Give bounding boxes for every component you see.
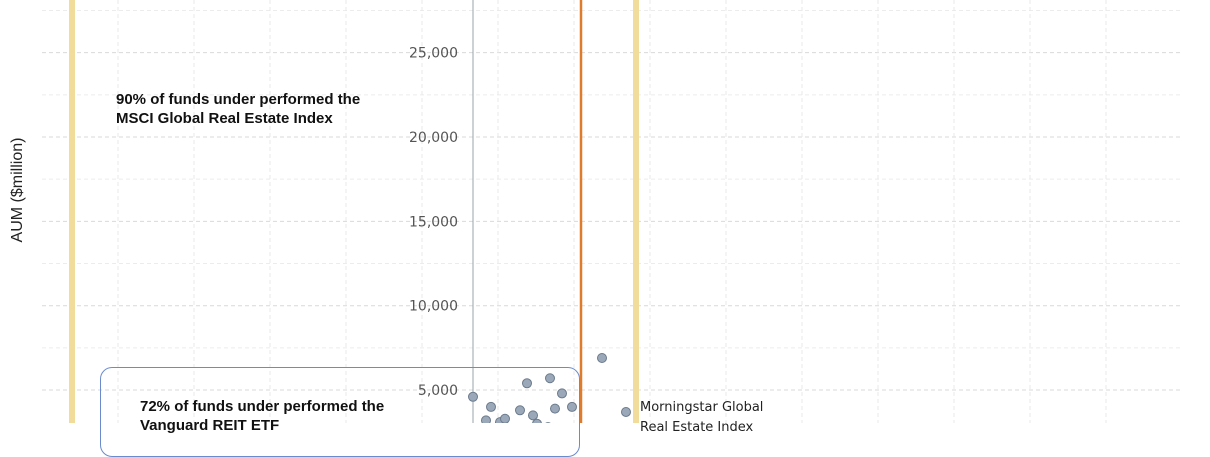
y-tick-label: 25,000	[409, 46, 458, 62]
y-tick-label: 15,000	[409, 214, 458, 230]
data-point	[622, 407, 631, 416]
benchmark-label: Morningstar Global Real Estate Index	[640, 398, 763, 438]
y-axis-label: AUM ($million)	[9, 138, 27, 243]
annotation-msci: 90% of funds under performed the MSCI Gl…	[116, 90, 396, 128]
y-tick-label: 20,000	[409, 130, 458, 146]
y-tick-label: 10,000	[409, 299, 458, 315]
data-point	[598, 353, 607, 362]
reference-line-left	[69, 0, 75, 423]
y-axis-label-wrap: AUM ($million)	[0, 0, 40, 423]
reference-lines	[69, 0, 639, 423]
reference-line-right	[633, 0, 639, 423]
grid-lines	[42, 0, 1180, 423]
annotation-vanguard: 72% of funds under performed the Vanguar…	[140, 397, 420, 435]
